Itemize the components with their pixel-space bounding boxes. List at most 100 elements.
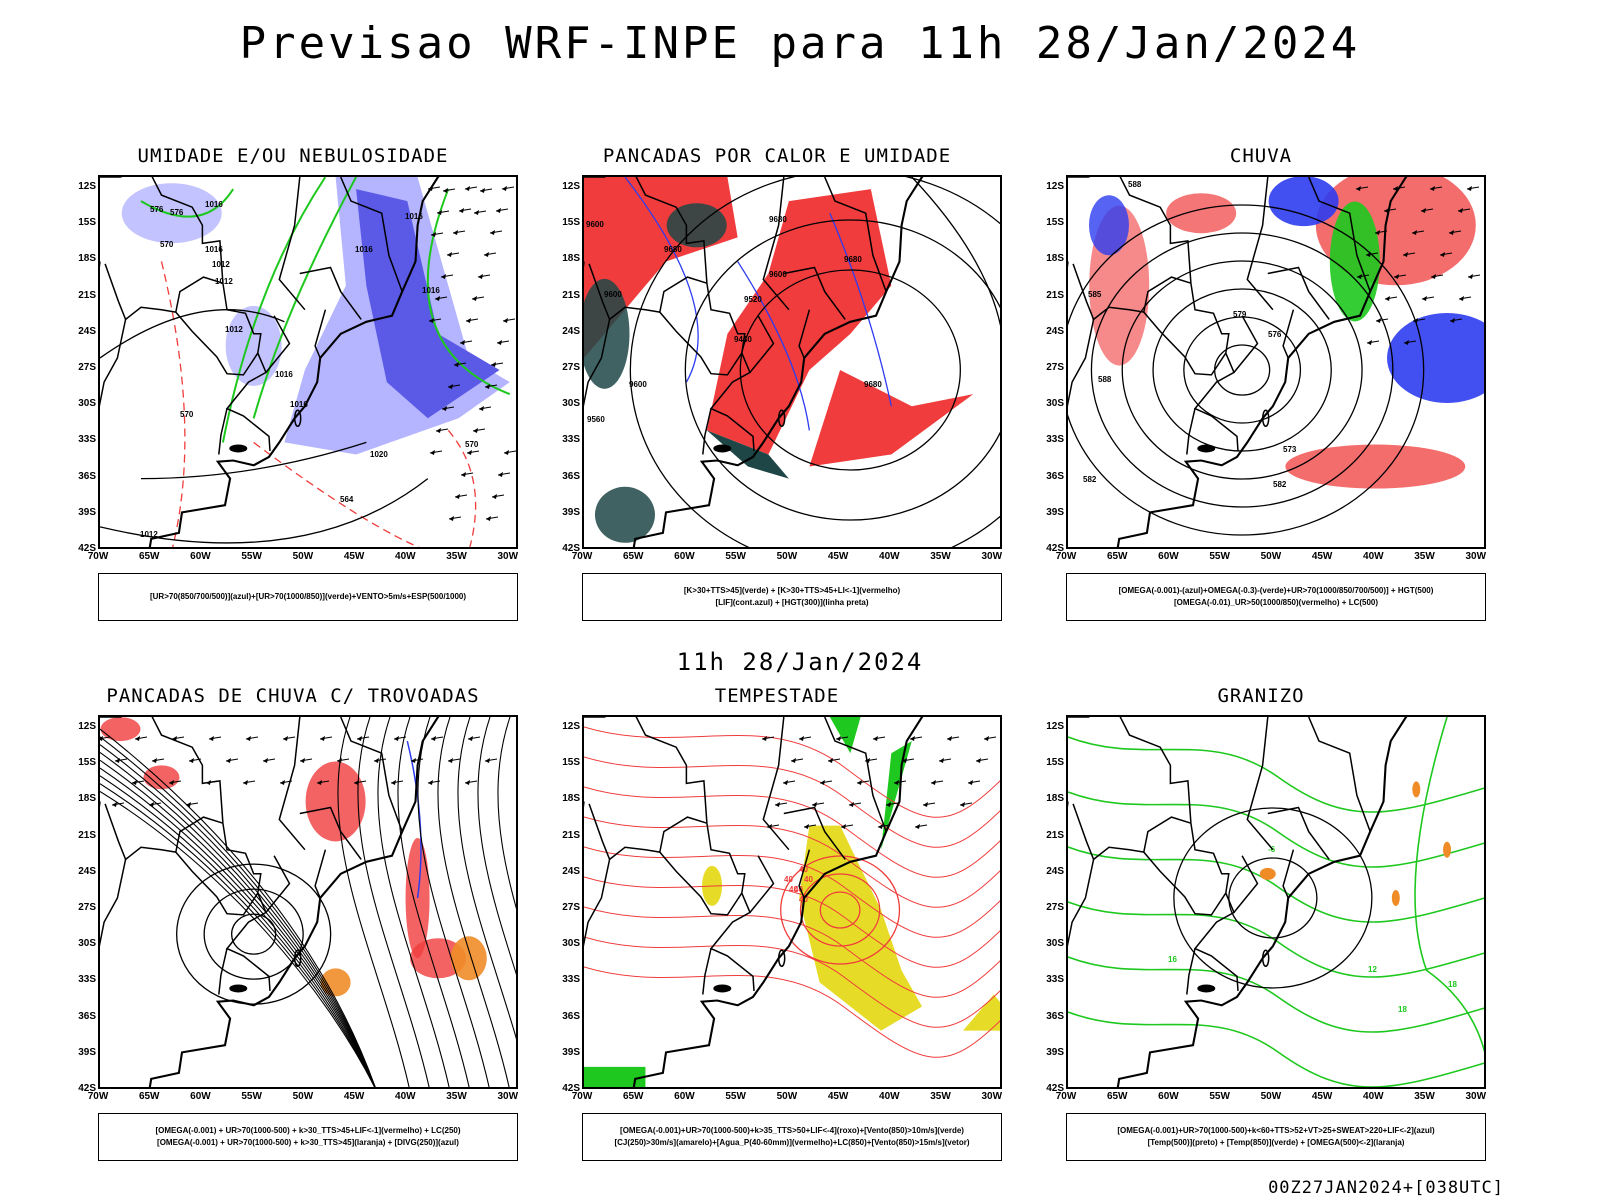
wind-vector-head xyxy=(960,802,965,807)
contour-label: 576 xyxy=(1268,330,1282,339)
panel-title: PANCADAS DE CHUVA C/ TROVOADAS xyxy=(106,685,480,707)
rain-area-green xyxy=(1329,201,1380,322)
wind-vector xyxy=(208,736,222,741)
wind-vector-head xyxy=(502,186,507,191)
latitude-tick-label: 42S xyxy=(78,543,96,554)
contour-label: 40 xyxy=(804,875,813,884)
wind-vector-head xyxy=(455,494,460,499)
wind-vector xyxy=(464,186,478,191)
wind-vector xyxy=(1365,252,1379,257)
legend-box: [UR>70(850/700/500)](azul)+[UR>70(1000/8… xyxy=(98,573,518,621)
latitude-tick-label: 39S xyxy=(562,1046,580,1058)
wind-vector xyxy=(790,758,804,763)
height-contour xyxy=(684,219,1000,521)
border-line xyxy=(104,263,224,321)
contour-label: 40 xyxy=(794,885,803,894)
thunderstorm-area xyxy=(305,761,366,842)
border-line xyxy=(1068,859,1095,947)
wind-vector xyxy=(967,780,981,785)
panel-title: TEMPESTADE xyxy=(714,685,840,707)
contour-label: 9680 xyxy=(769,215,787,224)
wind-vector-head xyxy=(915,824,920,829)
panel-title: UMIDADE E/OU NEBULOSIDADE xyxy=(137,145,449,167)
border-line xyxy=(100,859,127,947)
border-line xyxy=(824,717,887,832)
wind-vector xyxy=(393,736,407,741)
border-line xyxy=(104,803,224,861)
longitude-axis: 70W 65W 60W 55W 50W 45W 40W 35W 30W xyxy=(572,1091,1002,1105)
wind-vector xyxy=(502,318,516,323)
wind-vector-head xyxy=(1468,274,1473,279)
panel-rain: CHUVA 588 585 579 576 573 582 582 588 12S 15S 18S 21… xyxy=(1026,145,1496,645)
border-line xyxy=(100,319,127,407)
wind-vector xyxy=(483,252,497,257)
longitude-tick-label: 65W xyxy=(622,1091,644,1102)
political-boundaries xyxy=(100,177,459,547)
wind-vector xyxy=(171,736,185,741)
contour-label: 9680 xyxy=(664,245,682,254)
latitude-axis: 12S 15S 18S 21S 24S 27S 30S 33S 36S 39S 42S xyxy=(550,715,580,1094)
border-line xyxy=(783,806,846,860)
wind-vector xyxy=(436,210,450,215)
latitude-tick-label: 33S xyxy=(562,974,580,986)
wind-vector-head xyxy=(1413,318,1418,323)
wind-vector xyxy=(467,736,481,741)
latitude-tick-label: 18S xyxy=(1046,253,1064,265)
panel-thunderstorms: PANCADAS DE CHUVA C/ TROVOADAS 12S 15S 18S 2… xyxy=(58,685,528,1185)
longitude-axis: 70W 65W 60W 55W 50W 45W 40W 35W 30W xyxy=(1056,1091,1486,1105)
latitude-tick-label: 12S xyxy=(1046,721,1064,733)
longitude-tick-label: 60W xyxy=(1158,551,1179,562)
wind-vector xyxy=(148,802,162,807)
wind-vector-head xyxy=(429,318,434,323)
border-line xyxy=(783,266,846,320)
border-line xyxy=(659,311,743,376)
wind-vector-head xyxy=(1367,340,1372,345)
wind-vector xyxy=(434,296,448,301)
wind-vector xyxy=(484,384,498,389)
wind-vector-head xyxy=(115,758,120,763)
wind-area xyxy=(829,717,861,754)
wind-vector-head xyxy=(820,780,825,785)
contour-label: 1016 xyxy=(290,400,308,409)
wind-vector-head xyxy=(804,824,809,829)
latitude-tick-label: 36S xyxy=(78,1010,96,1022)
temperature-850-contour xyxy=(1068,901,1484,978)
wind-vector xyxy=(168,780,182,785)
wind-vector-head xyxy=(300,758,305,763)
longitude-tick-label: 50W xyxy=(1260,1091,1282,1102)
wind-vector-head xyxy=(485,758,490,763)
wind-vector-shaft xyxy=(100,736,111,740)
contour-label: 564 xyxy=(340,495,354,504)
border-line xyxy=(1186,408,1196,455)
longitude-tick-label: 60W xyxy=(190,551,211,562)
border-line xyxy=(340,717,403,832)
wind-vector-head xyxy=(799,736,804,741)
contour-label: 570 xyxy=(160,240,174,249)
wind-vector-head xyxy=(263,758,268,763)
rain-area-blue xyxy=(1088,195,1129,256)
contour-label: 12 xyxy=(1368,965,1377,974)
legend-line: [OMEGA(-0.001)+UR>70(1000-500)+k>35_TTS>… xyxy=(620,1126,964,1135)
wind-vector-head xyxy=(437,210,442,215)
contour-label: 18 xyxy=(1398,1005,1407,1014)
contour-label: 40 xyxy=(784,875,793,884)
latitude-tick-label: 27S xyxy=(78,902,96,914)
legend-line: [CJ(250)>30m/s](amarelo)+[Agua_P(40-60mm… xyxy=(614,1138,970,1147)
border-line xyxy=(100,177,271,451)
streamline xyxy=(377,717,450,1087)
latitude-tick-label: 18S xyxy=(562,253,580,265)
wind-vector xyxy=(262,758,276,763)
wind-vector xyxy=(316,780,330,785)
border-line xyxy=(299,266,362,320)
border-line xyxy=(1308,177,1371,292)
streamline xyxy=(357,717,430,1087)
contour-label: 9520 xyxy=(744,295,762,304)
wind-vector-head xyxy=(812,802,817,807)
legend-line: [OMEGA(-0.001) + UR>70(1000-500) + k>30_… xyxy=(155,1126,461,1135)
legend-line: [OMEGA(-0.01)_UR>50(1000/850)(vermelho) … xyxy=(1173,598,1379,607)
contour-label: 9600 xyxy=(586,220,604,229)
wind-vector xyxy=(803,824,817,829)
latitude-tick-label: 24S xyxy=(1046,325,1064,337)
wind-vector-head xyxy=(209,736,214,741)
wind-vector-head xyxy=(1431,274,1436,279)
